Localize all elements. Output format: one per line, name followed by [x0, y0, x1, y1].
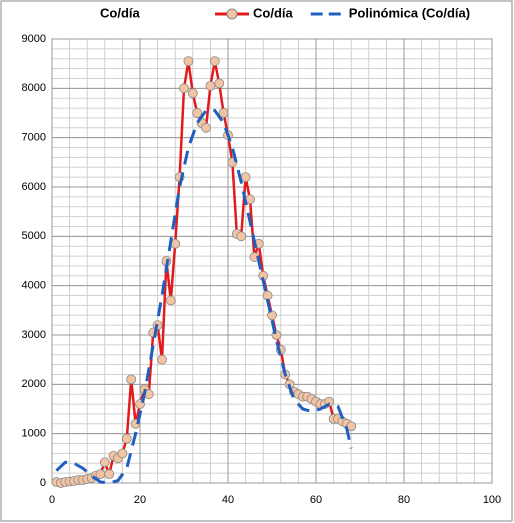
- y-tick-label: 3000: [22, 329, 46, 341]
- marker: [104, 469, 115, 480]
- y-tick-label: 9000: [22, 33, 46, 45]
- marker: [267, 310, 277, 321]
- marker: [183, 56, 194, 67]
- y-tick-label: 1000: [22, 428, 46, 440]
- y-tick-label: 7000: [22, 132, 46, 144]
- legend-label: Co/día: [253, 5, 293, 20]
- y-tick-label: 8000: [22, 82, 46, 94]
- chart-title: Co/día: [100, 5, 140, 20]
- marker: [201, 122, 211, 133]
- marker: [157, 354, 167, 365]
- y-tick-label: 4000: [22, 280, 46, 292]
- x-tick-label: 40: [222, 494, 234, 506]
- marker: [187, 88, 198, 99]
- marker: [117, 448, 128, 459]
- y-tick-label: 0: [40, 477, 46, 489]
- marker: [165, 295, 176, 306]
- marker: [209, 56, 220, 67]
- y-tick-label: 5000: [22, 230, 46, 242]
- plot-area: [51, 38, 493, 484]
- x-tick-label: 100: [483, 494, 501, 506]
- marker: [121, 433, 132, 444]
- marker: [214, 78, 225, 89]
- trend-line: [55, 109, 353, 485]
- y-tick-label: 6000: [22, 181, 46, 193]
- marker: [236, 231, 247, 242]
- marker: [218, 108, 229, 118]
- marker: [240, 172, 251, 183]
- x-tick-label: 0: [49, 494, 55, 506]
- x-tick-label: 60: [310, 494, 322, 506]
- x-tick-label: 20: [134, 494, 146, 506]
- legend-marker: [226, 8, 238, 20]
- marker: [179, 83, 189, 94]
- marker: [192, 108, 203, 118]
- y-tick-label: 2000: [22, 378, 46, 390]
- x-tick-label: 80: [398, 494, 410, 506]
- marker: [126, 374, 137, 385]
- marker: [99, 457, 110, 468]
- marker: [95, 469, 106, 480]
- legend-label: Polinómica (Co/día): [349, 5, 470, 20]
- marker: [205, 80, 216, 91]
